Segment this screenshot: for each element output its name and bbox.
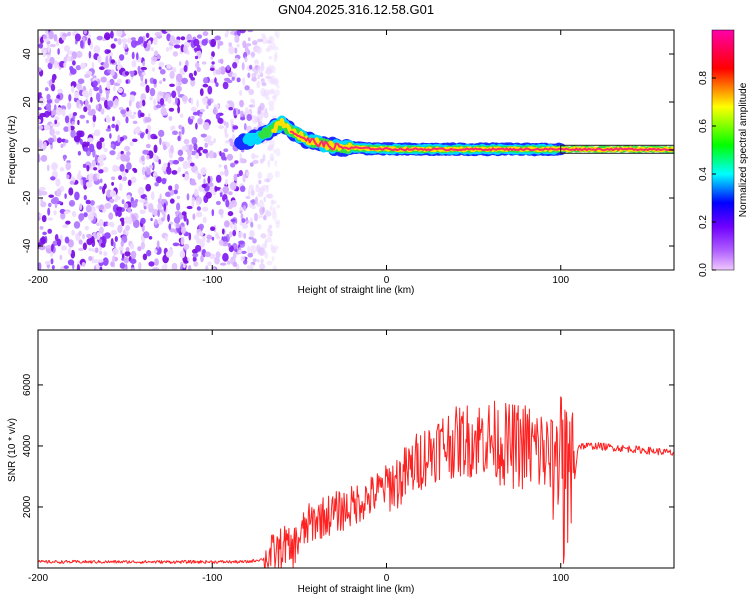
colorbar-label: Normalized spectral amplitude — [738, 82, 749, 217]
snr-ytick-label: 6000 — [22, 373, 33, 396]
spec-ytick-label: -20 — [22, 190, 33, 205]
snr-axes: -200 -100 0 100 2000 4000 6000 — [22, 330, 674, 584]
spec-ytick-label: 40 — [22, 48, 33, 60]
snr-ylabel: SNR (10 * v/v) — [7, 418, 18, 482]
snr-series-line — [38, 396, 674, 568]
colorbar: 0.0 0.2 0.4 0.6 0.8 Normalized spectral ampl… — [698, 29, 749, 277]
figure-title: GN04.2025.316.12.58.G01 — [278, 2, 434, 17]
signal-track — [234, 115, 674, 157]
snr-frame — [37, 329, 675, 569]
colorbar-gradient — [712, 30, 734, 270]
colorbar-tick-label: 0.4 — [698, 167, 709, 181]
noise-speckle — [38, 30, 281, 270]
snr-xtick-label: -100 — [202, 573, 222, 584]
spec-xtick-label: 0 — [384, 275, 390, 286]
snr-xtick-label: 100 — [552, 573, 569, 584]
spec-xtick-label: -200 — [28, 275, 48, 286]
colorbar-frame — [711, 29, 735, 271]
spectrogram-xlabel: Height of straight line (km) — [298, 285, 415, 296]
snr-xtick-label: -200 — [28, 573, 48, 584]
snr-ytick-label: 4000 — [22, 434, 33, 457]
colorbar-tick-label: 0.8 — [698, 71, 709, 85]
spec-ytick-label: -40 — [22, 238, 33, 253]
spectrogram-content — [38, 30, 674, 270]
snr-panel: -200 -100 0 100 2000 4000 6000 Height of strai… — [7, 329, 675, 595]
colorbar-tick-label: 0.0 — [698, 263, 709, 277]
spec-xtick-label: 100 — [552, 275, 569, 286]
colorbar-tick-label: 0.2 — [698, 215, 709, 229]
snr-xtick-label: 0 — [384, 573, 390, 584]
colorbar-tick-label: 0.6 — [698, 119, 709, 133]
spec-xtick-label: -100 — [202, 275, 222, 286]
spectrogram-ylabel: Frequency (Hz) — [7, 116, 18, 185]
spec-ytick-label: 20 — [22, 96, 33, 108]
signal-track-layer-4 — [289, 130, 674, 152]
snr-xlabel: Height of straight line (km) — [298, 584, 415, 595]
spec-ytick-label: 0 — [22, 147, 33, 153]
snr-content — [38, 396, 674, 568]
steady-band-outline — [560, 144, 674, 154]
colorbar-ticks: 0.0 0.2 0.4 0.6 0.8 — [698, 71, 716, 277]
snr-ytick-label: 2000 — [22, 495, 33, 518]
